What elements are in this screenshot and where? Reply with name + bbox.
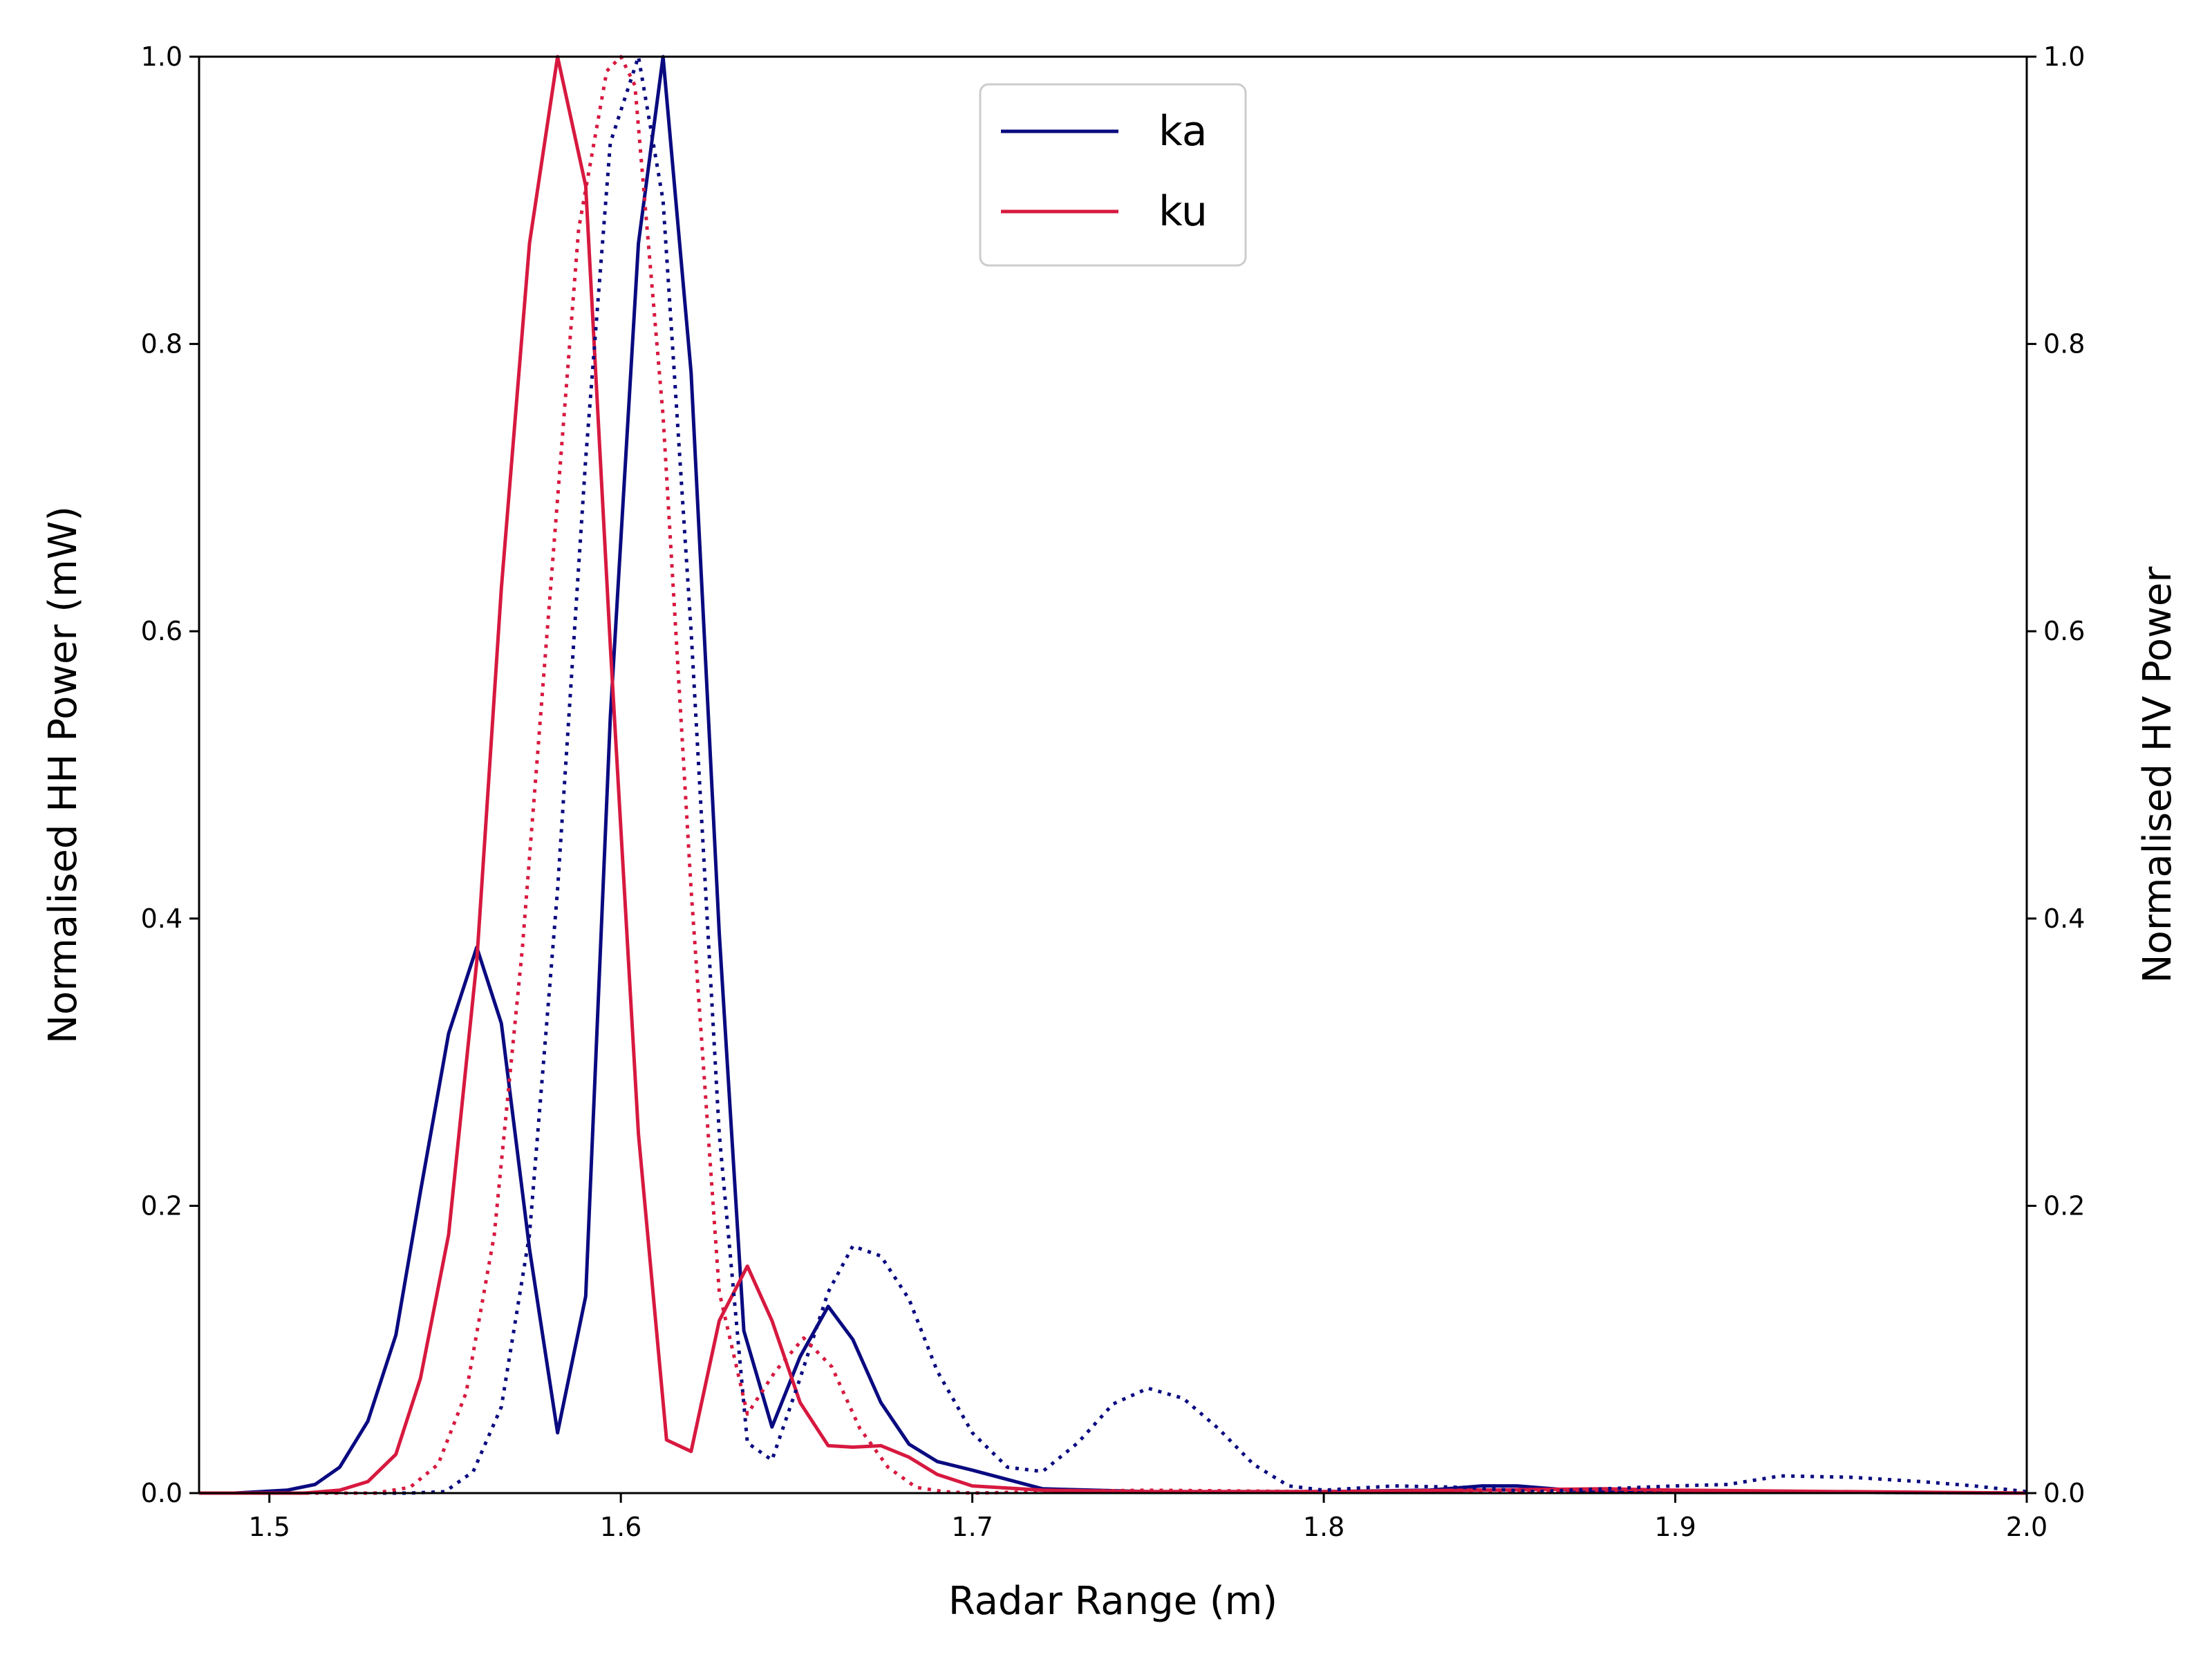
legend: ka ku [979,83,1247,267]
x-tick-label: 1.6 [600,1512,641,1542]
x-tick-label: 1.5 [248,1512,290,1542]
y-axis-left: 0.0 0.2 0.4 0.6 0.8 1.0 [141,41,199,1508]
y-tick-label: 0.2 [141,1190,182,1221]
y2-tick-label: 0.8 [2043,329,2085,359]
plot-lines [199,55,2027,1495]
y2-tick-label: 0.6 [2043,616,2085,646]
x-axis: 1.5 1.6 1.7 1.8 1.9 2.0 [248,1493,2047,1542]
y2-tick-label: 0.4 [2043,903,2085,934]
y-tick-label: 0.0 [141,1478,182,1508]
y2-tick-label: 1.0 [2043,41,2085,72]
legend-label-ku: ku [1159,187,1208,236]
y2-axis-label: Normalised HV Power [2135,566,2180,984]
y-tick-label: 0.6 [141,616,182,646]
x-tick-label: 2.0 [2006,1512,2047,1542]
series-ku-hh-line [199,55,2027,1495]
y-tick-label: 0.8 [141,329,182,359]
y-axis-right: 0.0 0.2 0.4 0.6 0.8 1.0 [2027,41,2085,1508]
y-axis-label: Normalised HH Power (mW) [41,506,86,1044]
x-tick-label: 1.8 [1303,1512,1344,1542]
y2-tick-label: 0.2 [2043,1190,2085,1221]
x-axis-label: Radar Range (m) [948,1579,1277,1624]
x-tick-label: 1.7 [951,1512,993,1542]
series-ka-hv-line [199,55,2027,1495]
y-tick-label: 0.4 [141,903,182,934]
plot-frame [198,55,2028,1494]
legend-label-ka: ka [1159,107,1207,156]
y-tick-label: 1.0 [141,41,182,72]
y2-tick-label: 0.0 [2043,1478,2085,1508]
x-tick-label: 1.9 [1654,1512,1696,1542]
